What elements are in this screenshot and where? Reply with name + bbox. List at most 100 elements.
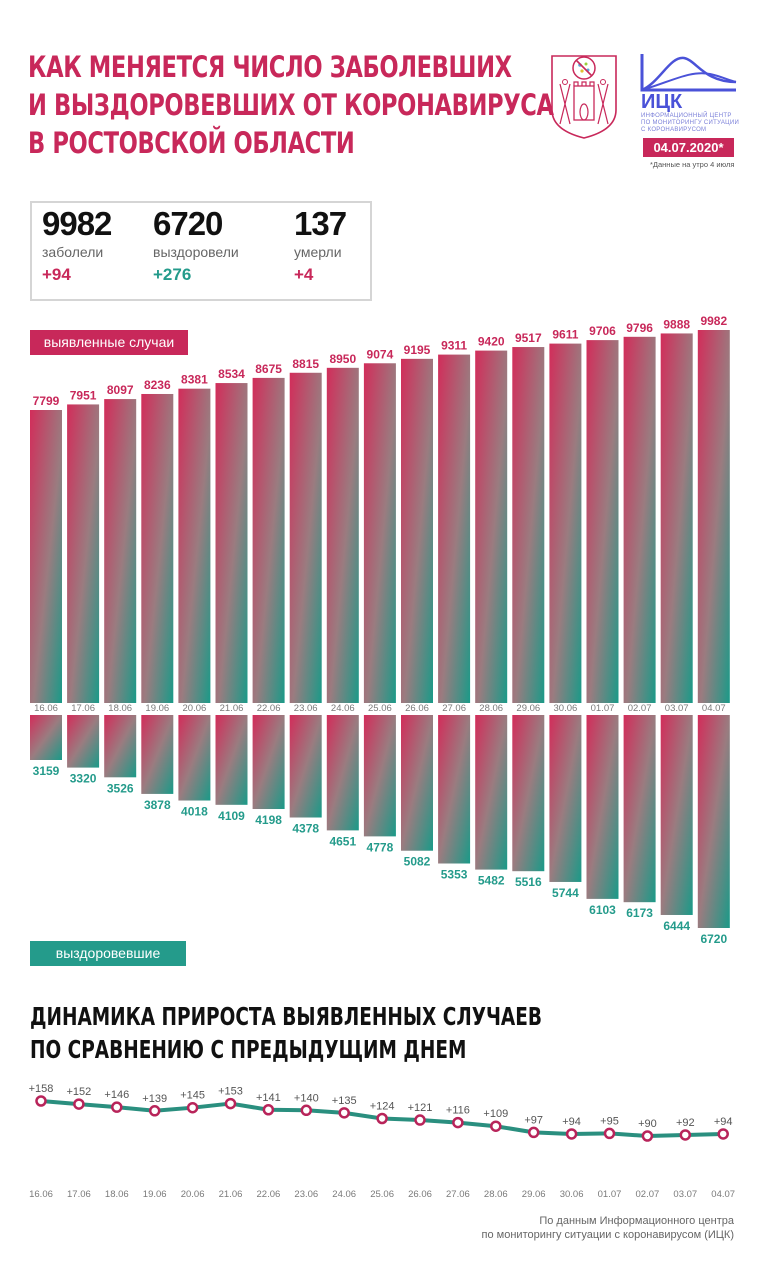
recovered-bar-label: 5353 <box>441 868 468 882</box>
growth-date-label: 02.07 <box>636 1189 660 1200</box>
cases-bar-label: 9074 <box>367 347 394 361</box>
cases-bar-label: 8381 <box>181 373 208 387</box>
cases-bar-label: 8950 <box>329 352 356 366</box>
stat-label: заболели <box>42 244 104 260</box>
growth-title-line-2: ПО СРАВНЕНИЮ С ПРЕДЫДУЩИМ ДНЕМ <box>30 1035 467 1064</box>
bar-date-label: 28.06 <box>479 703 503 714</box>
growth-point-label: +146 <box>104 1089 129 1101</box>
recovered-bar <box>215 715 248 805</box>
source-line-1: По данным Информационного центра <box>539 1215 734 1227</box>
growth-point-label: +124 <box>370 1101 395 1113</box>
growth-date-label: 18.06 <box>105 1189 129 1200</box>
growth-point <box>679 1129 692 1141</box>
recovered-bar-label: 5516 <box>515 875 542 889</box>
growth-date-label: 21.06 <box>219 1189 243 1200</box>
ick-subtitle-line-3: с коронавирусом <box>641 127 707 133</box>
ick-subtitle-line-2: по мониторингу ситуации <box>641 120 740 126</box>
growth-date-label: 29.06 <box>522 1189 546 1200</box>
recovered-bar-label: 5744 <box>552 886 579 900</box>
growth-line-chart: +158 16.06 +152 17.06 +146 18.06 +139 19.06 +145… <box>29 1083 735 1200</box>
bar-date-label: 29.06 <box>516 703 540 714</box>
recovered-bar-label: 4198 <box>255 813 282 827</box>
cases-bar-label: 8675 <box>255 362 282 376</box>
growth-date-label: 24.06 <box>332 1189 356 1200</box>
cases-bars: 7799 7951 8097 8236 8381 8534 8675 8815 8950 9074… <box>30 314 730 703</box>
cases-bar-label: 9982 <box>700 314 727 328</box>
cases-bar-label: 9311 <box>441 339 467 353</box>
recovered-bar <box>30 715 62 760</box>
recovered-bar <box>326 715 359 831</box>
cases-bar <box>697 330 730 703</box>
bar-date-label: 19.06 <box>145 703 169 714</box>
cases-bar <box>438 354 471 703</box>
recovered-bar-label: 6173 <box>626 906 653 920</box>
cases-bar-label: 9796 <box>626 321 653 335</box>
recovered-bar-label: 3159 <box>33 764 60 778</box>
cases-bar <box>401 358 433 703</box>
source-line-2: по мониторингу ситуации с коронавирусом … <box>481 1229 734 1241</box>
cases-bar-label: 9420 <box>478 335 505 349</box>
growth-point-label: +140 <box>294 1092 319 1104</box>
cases-bar <box>104 399 137 703</box>
bar-date-label: 22.06 <box>257 703 281 714</box>
growth-point <box>414 1114 426 1126</box>
ick-subtitle: Информационный центр по мониторингу ситу… <box>641 113 739 134</box>
bar-date-label: 02.07 <box>628 703 652 714</box>
growth-point <box>300 1104 313 1117</box>
stat-delta: +4 <box>294 265 314 284</box>
page-title: КАК МЕНЯЕТСЯ ЧИСЛО ЗАБОЛЕВШИХ И ВЫЗДОРОВ… <box>28 48 554 162</box>
cases-bar <box>178 388 211 703</box>
recovered-bar-label: 5482 <box>478 874 505 888</box>
bar-date-label: 21.06 <box>220 703 244 714</box>
bar-date-label: 04.07 <box>702 703 726 714</box>
recovered-bar <box>549 715 582 882</box>
growth-point-label: +152 <box>67 1086 92 1098</box>
growth-date-label: 30.06 <box>560 1189 584 1200</box>
cases-bar <box>660 333 693 703</box>
rostov-oblast-coat-of-arms-icon <box>551 55 617 139</box>
recovered-bar-label: 3878 <box>144 798 171 812</box>
stat-value: 6720 <box>153 205 223 242</box>
recovered-bar <box>697 715 730 928</box>
growth-point-label: +141 <box>256 1092 281 1104</box>
stat-value: 137 <box>294 205 347 242</box>
recovered-bar <box>141 715 174 794</box>
growth-point <box>527 1126 540 1139</box>
growth-point-label: +116 <box>446 1105 470 1117</box>
ick-wave-logo-icon <box>640 54 737 92</box>
growth-point <box>565 1128 578 1140</box>
growth-date-label: 03.07 <box>673 1189 697 1200</box>
recovered-bar <box>586 715 619 899</box>
cases-bar-label: 7799 <box>33 394 60 408</box>
growth-date-label: 20.06 <box>181 1189 205 1200</box>
growth-point <box>641 1130 654 1142</box>
growth-date-label: 27.06 <box>446 1189 470 1200</box>
bar-date-label: 30.06 <box>554 703 578 714</box>
recovered-bar <box>252 715 285 810</box>
growth-chart-title: ДИНАМИКА ПРИРОСТА ВЫЯВЛЕННЫХ СЛУЧАЕВ ПО … <box>30 1000 542 1066</box>
stat-label: умерли <box>294 244 342 260</box>
cases-bar-label: 8815 <box>292 357 319 371</box>
recovered-bar <box>475 715 508 870</box>
growth-point <box>186 1101 199 1114</box>
growth-date-label: 25.06 <box>370 1189 394 1200</box>
ick-name: ИЦК <box>641 91 683 113</box>
cases-bar <box>252 377 285 703</box>
growth-point-label: +135 <box>332 1095 357 1107</box>
cases-bar-label: 9706 <box>589 324 616 338</box>
growth-point <box>148 1105 161 1117</box>
cases-bar <box>549 343 582 703</box>
growth-date-label: 28.06 <box>484 1189 508 1200</box>
recovered-bar <box>438 715 471 864</box>
stat-delta: +94 <box>42 265 71 284</box>
recovered-bar-label: 4651 <box>329 834 356 848</box>
cases-bar-label: 9517 <box>515 331 542 345</box>
recovered-bar-label: 4018 <box>181 805 208 819</box>
stat-value: 9982 <box>42 205 112 242</box>
recovered-bar <box>660 715 693 915</box>
bar-date-label: 03.07 <box>665 703 689 714</box>
growth-date-label: 04.07 <box>711 1189 735 1200</box>
growth-point-label: +121 <box>408 1102 433 1114</box>
bar-date-label: 25.06 <box>368 703 392 714</box>
recovered-bar-label: 6720 <box>700 932 727 946</box>
